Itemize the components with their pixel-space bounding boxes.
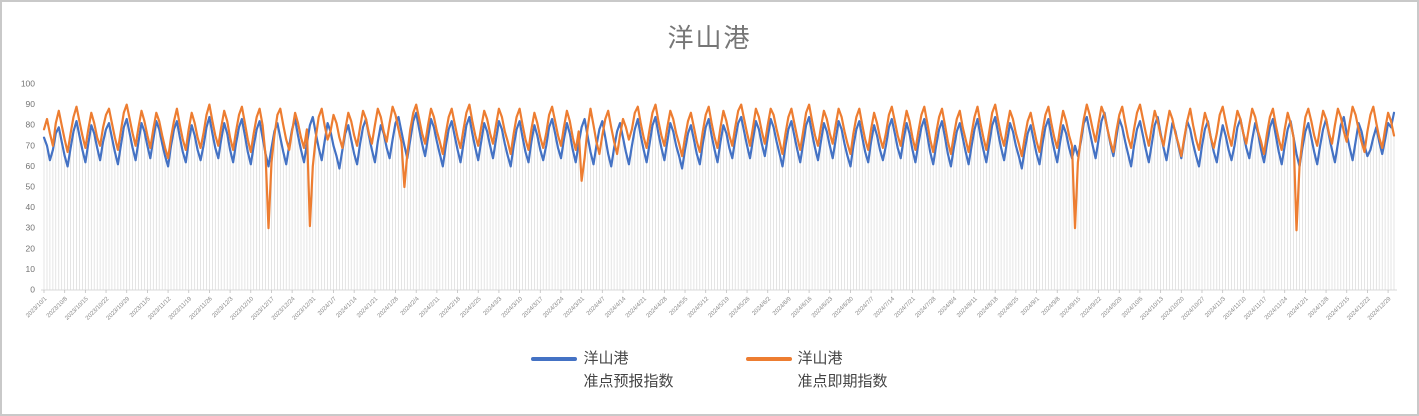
x-tick-label: 2024/5/5: [669, 296, 690, 317]
chart-legend: 洋山港 准点预报指数 洋山港 准点即期指数: [2, 348, 1417, 393]
x-tick-label: 2024/8/4: [938, 296, 959, 317]
x-tick-label: 2023/11/26: [189, 296, 215, 322]
x-tick-label: 2024/7/28: [914, 296, 938, 320]
series-line-forecast[interactable]: [42, 111, 1396, 170]
series-line-spot[interactable]: [42, 103, 1396, 232]
x-tick-label: 2024/1/7: [317, 296, 338, 317]
x-tick-label: 2024/4/28: [646, 296, 670, 320]
forecast-series-swatch-icon: [531, 357, 578, 361]
legend-item-spot-index[interactable]: 洋山港 准点即期指数: [745, 348, 888, 393]
chart-title: 洋山港: [667, 23, 752, 53]
x-tick-label: 2024/2/4: [400, 296, 421, 317]
y-tick-label: 80: [26, 120, 36, 130]
drop-lines: [43, 112, 1395, 290]
legend-label-spot: 洋山港 准点即期指数: [797, 350, 888, 390]
x-tick-label: 2024/8/25: [997, 296, 1021, 320]
legend-item-forecast-index[interactable]: 洋山港 准点预报指数: [531, 348, 674, 393]
y-tick-label: 70: [26, 140, 36, 150]
y-tick-label: 90: [26, 99, 36, 109]
chart-plot-area: 2023/10/12023/10/82023/10/152023/10/2220…: [21, 79, 1397, 322]
y-tick-label: 20: [26, 243, 36, 253]
legend-label-forecast: 洋山港 准点预报指数: [583, 350, 674, 390]
y-tick-label: 10: [26, 264, 36, 274]
x-tick-label: 2024/6/2: [751, 296, 772, 317]
x-tick-label: 2024/7/7: [855, 296, 876, 317]
y-tick-label: 60: [26, 161, 36, 171]
y-tick-label: 50: [26, 182, 36, 192]
x-tick-label: 2024/3/3: [483, 296, 504, 317]
x-tick-label: 2024/3/31: [563, 296, 587, 320]
x-tick-label: 2024/2/25: [460, 296, 484, 320]
x-tick-label: 2024/11/24: [1264, 296, 1290, 322]
x-tick-label: 2024/4/7: [586, 296, 607, 317]
y-tick-label: 40: [26, 202, 36, 212]
x-tick-label: 2024/9/1: [1020, 296, 1041, 317]
y-tick-label: 0: [30, 285, 35, 295]
x-tick-label: 2024/1/28: [377, 296, 401, 320]
y-tick-label: 100: [21, 79, 35, 89]
spot-series-swatch-icon: [745, 357, 792, 361]
x-tick-label: 2024/5/26: [728, 296, 752, 320]
x-tick-label: 2024/6/30: [832, 296, 856, 320]
y-tick-label: 30: [26, 223, 36, 233]
x-tick-label: 2024/6/9: [772, 296, 793, 317]
x-tick-label: 2024/9/8: [1041, 296, 1062, 317]
